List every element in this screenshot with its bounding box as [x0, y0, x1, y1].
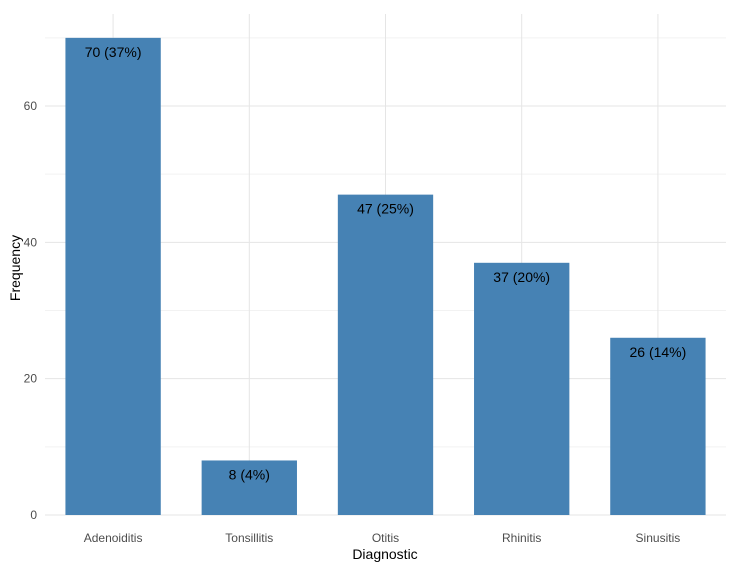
bar-tonsillitis	[201, 460, 297, 515]
data-label-sinusitis: 26 (14%)	[629, 344, 686, 360]
data-label-adenoiditis: 70 (37%)	[85, 44, 142, 60]
x-axis-ticks: Adenoiditis Tonsillitis Otitis Rhinitis Sinu…	[84, 531, 681, 545]
x-tick-label: Rhinitis	[502, 531, 541, 545]
x-tick-label: Adenoiditis	[84, 531, 143, 545]
data-label-tonsillitis: 8 (4%)	[229, 466, 270, 482]
y-axis-ticks: 0 20 40 60	[24, 99, 38, 522]
x-tick-label: Otitis	[372, 531, 399, 545]
y-tick-label: 60	[24, 99, 38, 113]
bars-layer	[65, 37, 706, 515]
bar-rhinitis	[474, 262, 570, 515]
x-axis-title: Diagnostic	[352, 546, 417, 562]
x-tick-label: Tonsillitis	[225, 531, 273, 545]
x-tick-label: Sinusitis	[636, 531, 681, 545]
bar-sinusitis	[610, 337, 706, 515]
y-tick-label: 40	[24, 235, 38, 249]
data-label-otitis: 47 (25%)	[357, 201, 414, 217]
y-tick-label: 0	[30, 508, 37, 522]
y-axis-title: Frequency	[7, 235, 23, 301]
y-tick-label: 20	[24, 372, 38, 386]
bar-otitis	[337, 194, 434, 515]
data-labels-layer: 70 (37%) 8 (4%) 47 (25%) 37 (20%) 26 (14%)	[85, 44, 687, 483]
data-label-rhinitis: 37 (20%)	[493, 269, 550, 285]
bar-adenoiditis	[65, 37, 161, 515]
